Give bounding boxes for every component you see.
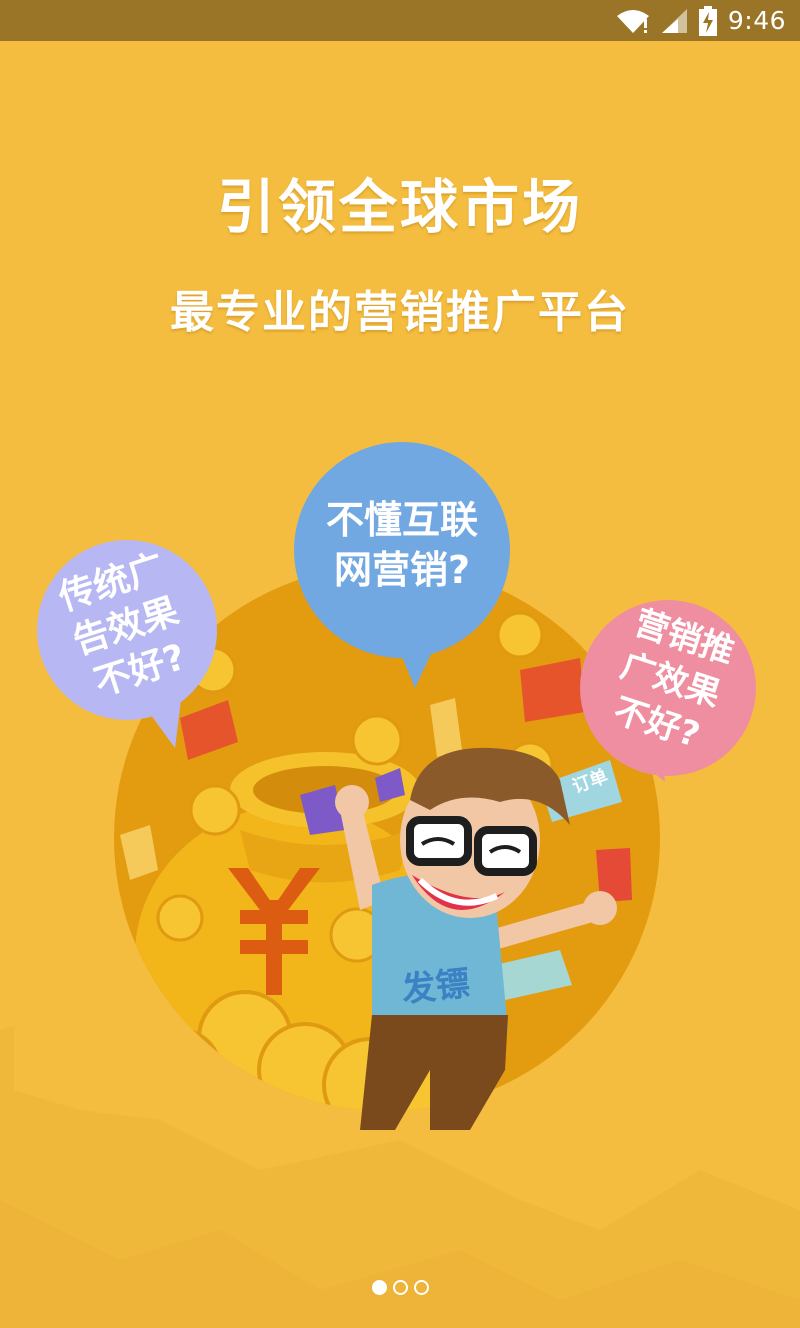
mascot-character-icon — [335, 747, 617, 1130]
bubble-center-line2: 网营销? — [334, 548, 470, 592]
hero-illustration: 发镖 订单 传统广 告效果 不好? 不懂互联 网营销? 营销推 广效果 不好? — [37, 442, 756, 1130]
speech-bubble-left: 传统广 告效果 不好? — [37, 540, 217, 748]
page-subtitle: 最专业的营销推广平台 — [170, 287, 630, 338]
battery-charging-icon — [698, 5, 717, 36]
background-mountains — [0, 1026, 800, 1328]
mascot-shirt-text: 发镖 — [400, 964, 472, 1011]
status-icons: 9:46 — [616, 0, 786, 41]
page-title: 引领全球市场 — [216, 173, 583, 241]
speech-bubble-right: 营销推 广效果 不好? — [580, 600, 756, 782]
page-dot-2[interactable] — [392, 1280, 408, 1295]
page-indicator — [0, 1280, 800, 1295]
status-bar: 9:46 — [0, 0, 800, 41]
page-dot-3[interactable] — [413, 1280, 429, 1295]
wifi-icon — [616, 9, 649, 33]
yen-bag-icon — [228, 868, 320, 995]
signal-icon — [661, 8, 687, 33]
page-dot-1[interactable] — [371, 1280, 387, 1295]
status-time: 9:46 — [727, 6, 786, 35]
bubble-center-line1: 不懂互联 — [326, 498, 478, 542]
speech-bubble-center: 不懂互联 网营销? — [294, 442, 510, 688]
